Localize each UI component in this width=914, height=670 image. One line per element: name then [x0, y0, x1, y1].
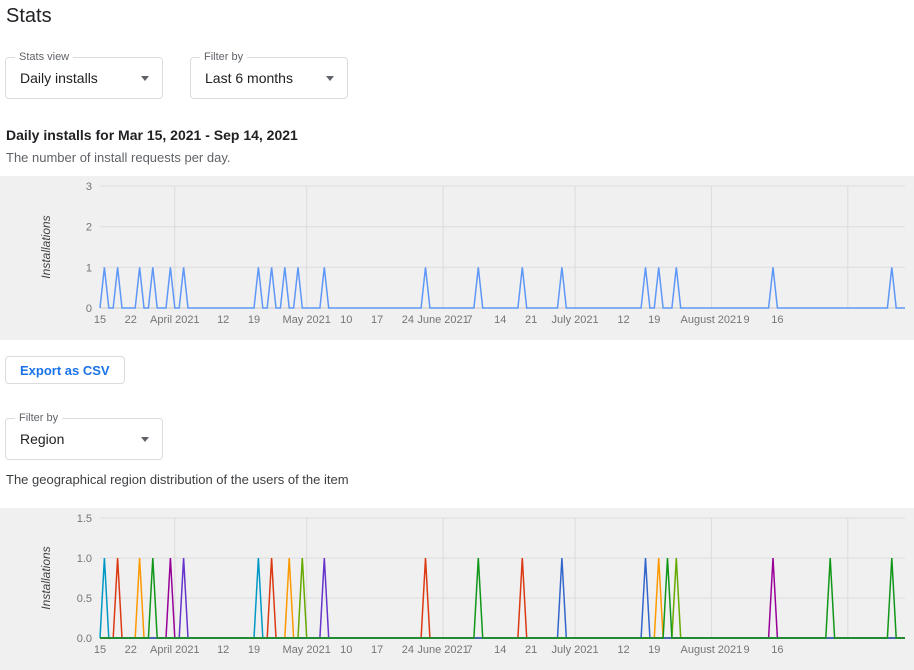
- x-tick-label: 19: [648, 314, 660, 326]
- x-tick-label: 10: [340, 644, 352, 656]
- x-tick-label: 21: [525, 314, 537, 326]
- region-filter-select[interactable]: Filter by Region: [5, 412, 163, 460]
- series-line: [100, 557, 905, 639]
- page-title: Stats: [6, 5, 52, 27]
- y-tick-label: 1: [86, 262, 92, 274]
- y-tick-label: 2: [86, 222, 92, 234]
- chart-svg: 0.0 0.5 1.0 1.5 15 22 April 2021 12 19 May 2021 10…: [39, 513, 905, 656]
- x-tick-label: 22: [125, 644, 137, 656]
- x-tick-label: 22: [125, 314, 137, 326]
- x-tick-label: July 2021: [552, 314, 599, 326]
- x-tick-label: 7: [466, 314, 472, 326]
- region-distribution-chart: 0.0 0.5 1.0 1.5 15 22 April 2021 12 19 May 2021 10…: [0, 508, 914, 670]
- x-tick-label: April 2021: [150, 314, 200, 326]
- daily-installs-subheading: The number of install requests per day.: [6, 150, 231, 165]
- stats-view-select[interactable]: Stats view Daily installs: [5, 51, 163, 99]
- x-tick-label: 10: [340, 314, 352, 326]
- x-tick-label: May 2021: [283, 644, 331, 656]
- x-tick-label: 12: [217, 644, 229, 656]
- x-tick-label: June 2021: [417, 644, 468, 656]
- y-tick-label: 0.5: [77, 593, 92, 605]
- x-tick-label: 15: [94, 644, 106, 656]
- chevron-down-icon: [326, 76, 334, 81]
- y-axis-title: Installations: [39, 546, 53, 609]
- filter-by-select[interactable]: Filter by Last 6 months: [190, 51, 348, 99]
- x-tick-label: 7: [466, 644, 472, 656]
- series-line: [99, 267, 905, 309]
- x-tick-label: 12: [617, 314, 629, 326]
- x-tick-label: 19: [648, 644, 660, 656]
- x-tick-label: 24: [402, 644, 414, 656]
- x-tick-label: 14: [494, 314, 506, 326]
- x-tick-label: 21: [525, 644, 537, 656]
- y-tick-label: 0: [86, 303, 92, 315]
- x-tick-label: 24: [402, 314, 414, 326]
- filter-by-select-label: Filter by: [200, 51, 248, 65]
- daily-installs-heading: Daily installs for Mar 15, 2021 - Sep 14…: [6, 127, 298, 143]
- y-axis-title: Installations: [39, 215, 53, 278]
- x-tick-label: 12: [217, 314, 229, 326]
- x-tick-label: August 2021: [681, 644, 743, 656]
- y-tick-label: 3: [86, 181, 92, 193]
- export-csv-button[interactable]: Export as CSV: [5, 356, 125, 384]
- region-description: The geographical region distribution of …: [6, 472, 349, 487]
- y-tick-label: 0.0: [77, 633, 92, 645]
- x-tick-label: 9: [744, 314, 750, 326]
- chevron-down-icon: [141, 76, 149, 81]
- x-tick-label: 14: [494, 644, 506, 656]
- y-tick-label: 1.5: [77, 513, 92, 525]
- x-tick-label: 16: [771, 314, 783, 326]
- x-tick-label: 17: [371, 314, 383, 326]
- y-tick-label: 1.0: [77, 553, 92, 565]
- stats-view-select-label: Stats view: [15, 51, 74, 65]
- x-tick-label: June 2021: [417, 314, 468, 326]
- x-tick-label: 19: [248, 644, 260, 656]
- x-tick-label: April 2021: [150, 644, 200, 656]
- x-tick-label: 19: [248, 314, 260, 326]
- region-filter-select-value: Region: [20, 431, 65, 447]
- x-tick-label: July 2021: [552, 644, 599, 656]
- x-tick-label: 17: [371, 644, 383, 656]
- x-tick-label: May 2021: [283, 314, 331, 326]
- x-tick-label: 12: [617, 644, 629, 656]
- daily-installs-chart: 0 1 2 3 15 22 April 2021 12 19 May 2021 10 17 24 June…: [0, 176, 914, 340]
- x-tick-label: 16: [771, 644, 783, 656]
- filter-by-select-value: Last 6 months: [205, 70, 293, 86]
- region-filter-select-label: Filter by: [15, 412, 63, 426]
- x-tick-label: August 2021: [681, 314, 743, 326]
- stats-view-select-value: Daily installs: [20, 70, 98, 86]
- x-tick-label: 9: [744, 644, 750, 656]
- x-tick-label: 15: [94, 314, 106, 326]
- chevron-down-icon: [141, 437, 149, 442]
